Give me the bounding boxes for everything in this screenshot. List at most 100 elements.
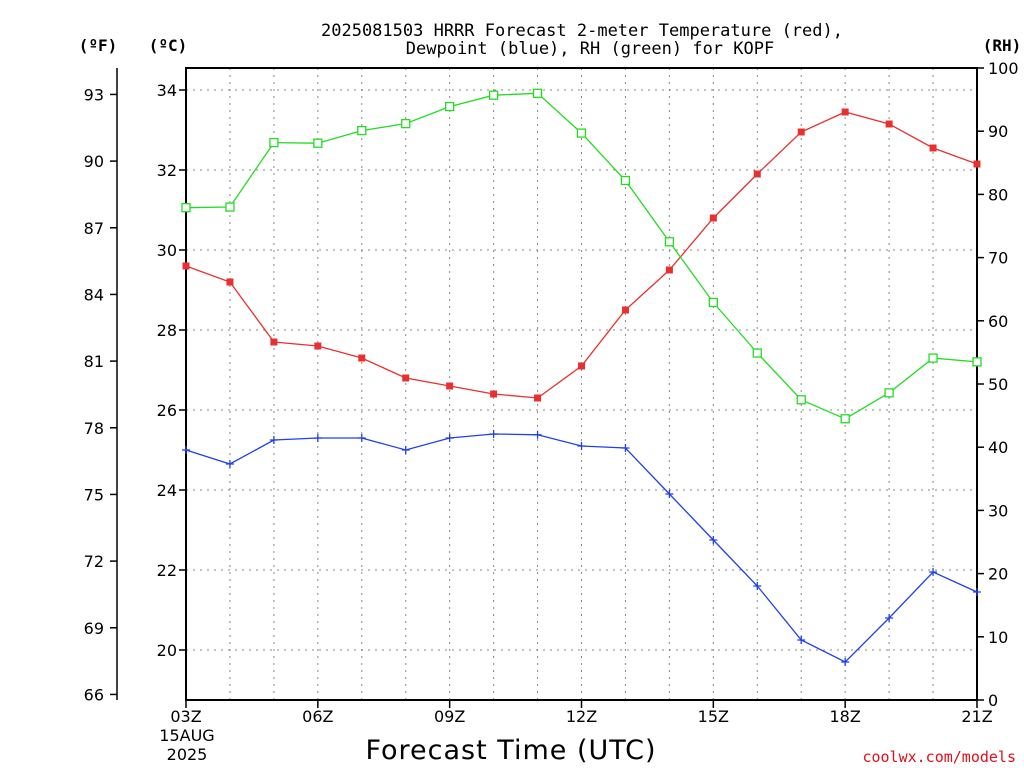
fahrenheit-tick-label: 84 <box>84 285 104 304</box>
time-tick-label: 21Z <box>961 707 992 726</box>
fahrenheit-tick-label: 75 <box>84 485 104 504</box>
dewpoint-point <box>313 434 322 442</box>
celsius-tick-label: 32 <box>157 161 177 180</box>
time-tick-label: 12Z <box>566 707 597 726</box>
rh-point <box>796 395 806 405</box>
rh-tick-label: 100 <box>988 59 1019 78</box>
dewpoint-point <box>709 536 718 544</box>
chart-title-line1: 2025081503 HRRR Forecast 2-meter Tempera… <box>321 21 843 41</box>
temperature-point <box>490 390 498 398</box>
rh-point <box>664 237 675 247</box>
fahrenheit-tick-label: 66 <box>84 685 104 704</box>
rh-point <box>576 128 587 138</box>
rh-point <box>752 348 762 358</box>
rh-tick-label: 10 <box>988 628 1008 647</box>
series-temperature <box>182 108 981 402</box>
celsius-tick-label: 26 <box>157 401 177 420</box>
celsius-tick-label: 30 <box>157 241 177 260</box>
celsius-tick-label: 24 <box>157 481 177 500</box>
dewpoint-point <box>225 460 234 468</box>
temperature-point <box>665 266 673 274</box>
x-axis-label: Forecast Time (UTC) <box>365 735 656 766</box>
rh-point <box>269 137 279 148</box>
temperature-point <box>797 128 805 136</box>
rh-point <box>401 118 411 129</box>
rh-tick-label: 20 <box>988 565 1008 584</box>
dewpoint-point <box>665 490 674 498</box>
series-dewpoint <box>182 430 981 666</box>
temperature-point <box>182 262 190 270</box>
rh-point <box>225 202 235 212</box>
rh-point <box>357 125 367 136</box>
dewpoint-point <box>797 636 806 644</box>
rh-point <box>532 88 543 98</box>
rh-point <box>313 138 323 148</box>
temperature-point <box>578 362 585 370</box>
dewpoint-point <box>357 434 366 442</box>
dewpoint-point <box>621 444 630 452</box>
fahrenheit-axis: 66 69 72 75 78 81 84 87 90 93 <box>84 85 117 704</box>
rh-axis-label: (RH) <box>983 36 1022 55</box>
dewpoint-point <box>841 658 850 666</box>
rh-point <box>445 101 455 112</box>
temperature-point <box>929 144 937 152</box>
temperature-point <box>358 354 366 362</box>
temperature-point <box>226 278 234 286</box>
rh-point <box>181 203 191 213</box>
fahrenheit-tick-label: 69 <box>84 619 104 638</box>
temperature-point <box>621 306 629 314</box>
dewpoint-point <box>401 446 410 454</box>
series-layer <box>181 88 982 666</box>
temperature-point <box>534 394 542 402</box>
rh-axis: 0 10 20 30 40 50 60 70 80 90 100 <box>977 59 1019 710</box>
celsius-tick-label: 34 <box>157 81 177 100</box>
celsius-tick-label: 22 <box>157 561 177 580</box>
dewpoint-point <box>753 582 762 590</box>
time-tick-label: 15Z <box>698 707 729 726</box>
fahrenheit-tick-label: 90 <box>84 152 104 171</box>
temperature-point <box>885 120 893 128</box>
rh-point <box>620 175 631 186</box>
celsius-tick-label: 20 <box>157 641 177 660</box>
celsius-tick-label: 28 <box>157 321 177 340</box>
temperature-point <box>709 214 717 222</box>
celsius-axis-label: (ºC) <box>149 36 188 55</box>
rh-point <box>488 90 499 100</box>
rh-tick-label: 40 <box>988 438 1008 457</box>
dewpoint-point <box>885 614 894 622</box>
rh-tick-label: 30 <box>988 501 1008 520</box>
time-tick-label: 06Z <box>302 707 333 726</box>
rh-tick-label: 50 <box>988 375 1008 394</box>
dewpoint-point <box>929 568 938 576</box>
dewpoint-point <box>533 430 542 439</box>
dewpoint-point <box>445 434 454 442</box>
temperature-point <box>446 382 454 390</box>
fahrenheit-tick-label: 78 <box>84 419 104 438</box>
time-tick-label: 18Z <box>830 707 861 726</box>
dewpoint-point <box>577 442 586 450</box>
temperature-point <box>402 374 410 382</box>
temperature-point <box>314 342 322 350</box>
fahrenheit-tick-label: 87 <box>84 219 104 238</box>
chart-title-line2: Dewpoint (blue), RH (green) for KOPF <box>406 39 774 59</box>
dewpoint-point <box>489 430 498 438</box>
series-rh <box>181 88 982 424</box>
rh-point <box>840 414 850 424</box>
rh-tick-label: 60 <box>988 312 1008 331</box>
temperature-point <box>973 160 981 168</box>
start-date-year: 2025 <box>167 745 208 764</box>
rh-tick-label: 80 <box>988 185 1008 204</box>
time-tick-label: 03Z <box>170 707 201 726</box>
rh-point <box>972 357 982 367</box>
temperature-point <box>753 170 761 178</box>
rh-tick-label: 70 <box>988 249 1008 268</box>
rh-tick-label: 90 <box>988 122 1008 141</box>
credit-link[interactable]: coolwx.com/models <box>862 748 1016 766</box>
dewpoint-point <box>182 446 190 454</box>
dewpoint-point <box>269 436 278 444</box>
temperature-point <box>270 338 278 346</box>
time-tick-label: 09Z <box>434 707 465 726</box>
fahrenheit-axis-label: (ºF) <box>79 36 118 55</box>
rh-point <box>928 353 938 363</box>
